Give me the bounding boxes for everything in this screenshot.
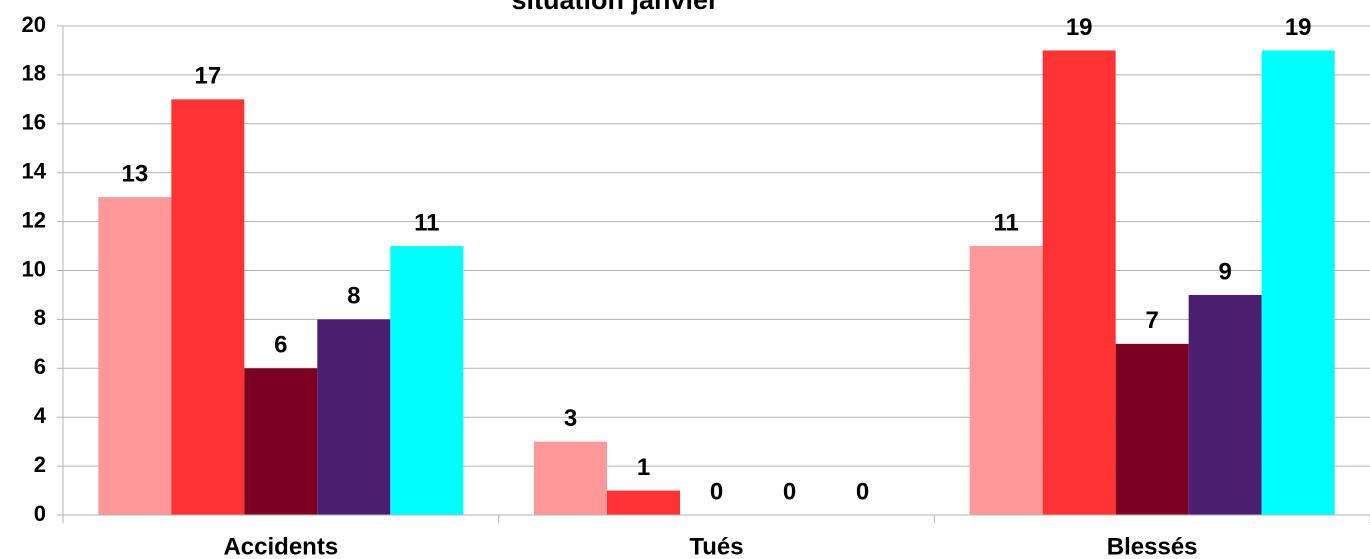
x-tick-label: Tués bbox=[689, 533, 743, 559]
y-tick-label: 14 bbox=[22, 159, 47, 184]
bar bbox=[1261, 50, 1335, 515]
data-label: 7 bbox=[1145, 307, 1158, 334]
y-tick-label: 16 bbox=[22, 110, 46, 135]
bar bbox=[317, 319, 391, 515]
x-tick-label: Blessés bbox=[1107, 533, 1198, 559]
bar bbox=[171, 99, 245, 515]
data-label: 11 bbox=[993, 209, 1018, 236]
data-label: 8 bbox=[347, 283, 360, 310]
bar bbox=[969, 246, 1043, 516]
bar bbox=[244, 368, 318, 515]
bar bbox=[1188, 294, 1262, 515]
bar bbox=[390, 246, 464, 516]
y-tick-label: 6 bbox=[34, 354, 46, 379]
x-tick-label: Accidents bbox=[223, 533, 338, 559]
data-label: 13 bbox=[121, 160, 148, 187]
bar bbox=[534, 441, 607, 515]
y-tick-label: 10 bbox=[22, 256, 46, 281]
data-label: 0 bbox=[783, 478, 796, 505]
data-label: 9 bbox=[1218, 258, 1231, 285]
data-label: 19 bbox=[1066, 14, 1093, 41]
data-label: 1 bbox=[637, 454, 650, 481]
y-tick-label: 18 bbox=[22, 61, 46, 86]
bar bbox=[607, 490, 680, 515]
y-tick-label: 2 bbox=[34, 452, 46, 477]
bar bbox=[1115, 343, 1189, 515]
y-tick-label: 12 bbox=[22, 207, 46, 232]
data-label: 3 bbox=[564, 405, 577, 432]
y-tick-label: 8 bbox=[34, 305, 46, 330]
data-label: 6 bbox=[274, 332, 287, 359]
y-tick-label: 20 bbox=[22, 12, 46, 37]
bar bbox=[1042, 50, 1116, 515]
data-label: 17 bbox=[194, 63, 221, 90]
y-tick-label: 0 bbox=[34, 501, 46, 526]
data-label: 11 bbox=[414, 209, 439, 236]
chart-title: situation janvier bbox=[511, 0, 719, 15]
data-label: 0 bbox=[710, 478, 723, 505]
data-label: 0 bbox=[856, 478, 869, 505]
data-label: 19 bbox=[1285, 14, 1312, 41]
bar bbox=[98, 197, 172, 515]
y-tick-label: 4 bbox=[34, 403, 47, 428]
